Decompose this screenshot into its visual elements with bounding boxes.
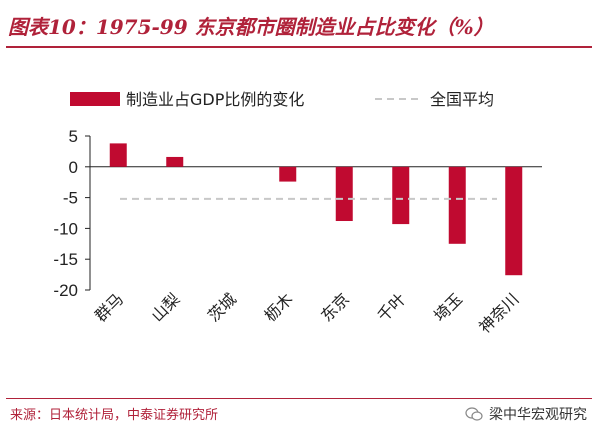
y-ticks: 5 0 -5 -10 -15 -20	[53, 127, 90, 300]
bar	[448, 166, 466, 244]
x-tick-label: 千叶	[374, 289, 410, 325]
y-tick-label: -10	[53, 219, 78, 238]
bar-chart: 制造业占GDP比例的变化 全国平均 5 0 -5 -10 -15 -20 群马 山梨 茨城 枥木…	[53, 90, 542, 337]
bar	[392, 166, 410, 225]
x-labels: 群马 山梨 茨城 枥木 东京 千叶 埼玉 神奈川	[91, 289, 523, 336]
bars	[109, 143, 523, 276]
source-note: 来源：日本统计局，中泰证券研究所	[10, 408, 219, 423]
x-tick-label: 埼玉	[430, 289, 466, 325]
x-tick-label: 神奈川	[475, 289, 522, 336]
x-tick-label: 山梨	[148, 289, 184, 325]
x-tick-label: 群马	[91, 289, 127, 325]
y-tick-label: -5	[63, 189, 78, 208]
axes	[89, 136, 542, 290]
legend-label-average: 全国平均	[430, 90, 494, 109]
x-tick-label: 枥木	[261, 289, 297, 325]
chart-title: 图表10：1975-99 东京都市圈制造业占比变化（%）	[8, 15, 494, 39]
y-tick-label: 5	[69, 127, 78, 146]
bar	[279, 166, 297, 182]
y-tick-label: -20	[53, 281, 78, 300]
legend: 制造业占GDP比例的变化 全国平均	[70, 90, 494, 109]
x-tick-label: 茨城	[204, 289, 240, 325]
wechat-icon	[465, 407, 483, 421]
bar	[335, 166, 353, 222]
source-divider	[6, 398, 592, 399]
watermark-text: 梁中华宏观研究	[489, 407, 587, 423]
bar	[109, 143, 127, 167]
legend-label-bar: 制造业占GDP比例的变化	[126, 90, 304, 109]
title-divider	[6, 46, 592, 48]
y-tick-label: 0	[69, 158, 78, 177]
bar	[505, 166, 523, 276]
x-tick-label: 东京	[317, 289, 353, 325]
watermark: 梁中华宏观研究	[465, 404, 587, 424]
y-tick-label: -15	[53, 250, 78, 269]
legend-swatch-bar	[70, 92, 120, 106]
bar	[166, 156, 184, 167]
